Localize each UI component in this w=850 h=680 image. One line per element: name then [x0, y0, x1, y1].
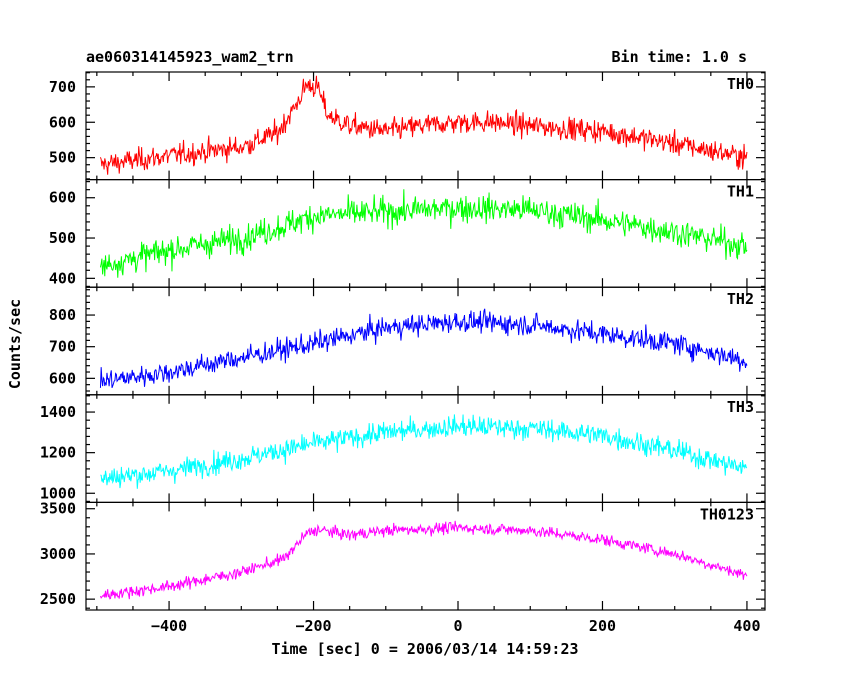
y-tick-label: 1000	[40, 484, 76, 502]
series-line-th3	[100, 414, 748, 489]
series-line-th1	[99, 189, 748, 278]
series-line-th0	[99, 75, 748, 175]
x-tick-label: 0	[453, 617, 462, 635]
panel-th3: 1000 1200 1400 TH3	[40, 394, 766, 503]
panels-group: 500 600 700 TH0 400 500 600 TH1 600 700 800 TH2 1000…	[40, 71, 766, 635]
panel-label-th0123: TH0123	[700, 505, 754, 523]
panel-label-th1: TH1	[727, 183, 754, 201]
y-tick-label: 500	[49, 229, 76, 247]
y-axis-label: Counts/sec	[6, 299, 24, 389]
panel-th0123: 2500 3000 3500 TH0123	[40, 500, 766, 611]
y-tick-label: 700	[49, 338, 76, 356]
panel-label-th0: TH0	[727, 75, 754, 93]
x-tick-label: 400	[733, 617, 760, 635]
y-tick-label: 600	[49, 189, 76, 207]
panel-th1: 400 500 600 TH1	[49, 179, 766, 288]
series-line-th0123	[99, 520, 748, 600]
panel-frame	[85, 71, 766, 181]
y-tick-label: 3500	[40, 500, 76, 518]
y-tick-label: 3000	[40, 545, 76, 563]
x-axis-label: Time [sec] 0 = 2006/03/14 14:59:23	[271, 640, 578, 658]
y-tick-label: 800	[49, 306, 76, 324]
y-tick-label: 1200	[40, 444, 76, 462]
series-line-th2	[99, 308, 748, 388]
panel-frame	[85, 501, 766, 611]
x-tick-label: 200	[589, 617, 616, 635]
y-tick-label: 1400	[40, 403, 76, 421]
bin-time-label: Bin time: 1.0 s	[612, 48, 747, 66]
y-tick-label: 400	[49, 269, 76, 287]
panel-label-th3: TH3	[727, 398, 754, 416]
chart-title: ae060314145923_wam2_trn	[86, 48, 294, 66]
panel-label-th2: TH2	[727, 290, 754, 308]
y-tick-label: 600	[49, 369, 76, 387]
y-tick-label: 2500	[40, 590, 76, 608]
y-tick-label: 600	[49, 113, 76, 131]
panel-th2: 600 700 800 TH2	[49, 286, 766, 396]
panel-th0: 500 600 700 TH0	[49, 71, 766, 181]
x-tick-label: −400	[151, 617, 187, 635]
y-tick-label: 500	[49, 149, 76, 167]
y-tick-label: 700	[49, 78, 76, 96]
x-tick-label: −200	[295, 617, 331, 635]
